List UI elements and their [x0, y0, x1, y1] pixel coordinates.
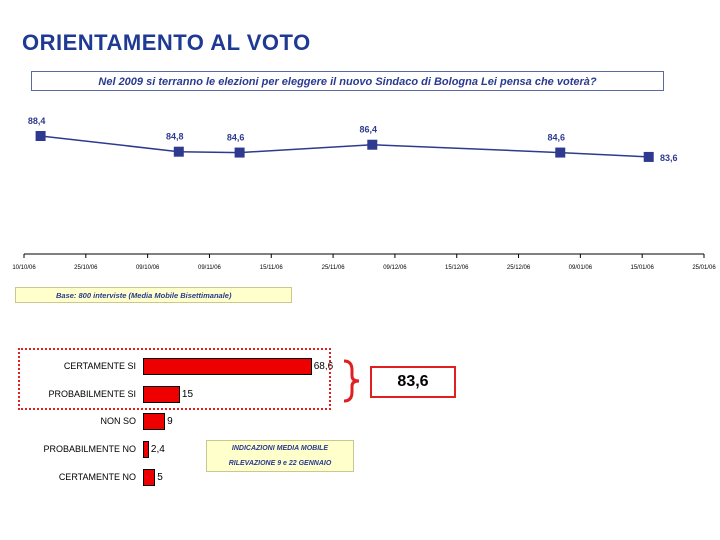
bar-value-label: 9: [167, 416, 173, 427]
bar: [143, 413, 166, 430]
bar: [143, 469, 156, 486]
x-tick-label: 15/12/06: [445, 265, 469, 271]
data-point: [173, 146, 184, 157]
data-point: [643, 151, 654, 162]
info-box: INDICAZIONI MEDIA MOBILE RILEVAZIONE 9 e…: [206, 440, 354, 472]
data-point: [35, 131, 46, 141]
bar-category-label: NON SO: [100, 416, 136, 426]
series-line: [40, 135, 649, 158]
base-note: Base: 800 interviste (Media Mobile Biset…: [15, 287, 292, 303]
bar-value-label: 15: [181, 389, 194, 400]
x-tick-label: 09/10/06: [136, 265, 160, 271]
bar-value-label: 5: [157, 472, 163, 483]
data-label: 88,4: [28, 116, 46, 126]
positive-answers-highlight: [18, 348, 331, 410]
x-tick-label: 10/10/06: [12, 265, 36, 271]
bar-category-label: PROBABILMENTE SI: [48, 389, 136, 399]
bar: [143, 358, 312, 375]
bar-category-label: PROBABILMENTE NO: [43, 444, 136, 454]
x-tick-label: 15/11/06: [260, 265, 284, 271]
line-chart: 10/10/06 25/10/06 09/10/06 09/11/06 15/11/06…: [12, 116, 716, 271]
x-tick-label: 25/01/06: [692, 265, 716, 271]
x-tick-label: 15/01/06: [631, 265, 655, 271]
question-box: Nel 2009 si terranno le elezioni per ele…: [31, 71, 664, 91]
data-point: [234, 147, 245, 158]
data-point: [555, 147, 566, 158]
x-tick-label: 09/01/06: [569, 265, 593, 271]
data-label: 84,8: [166, 132, 184, 142]
result-box: 83,6: [370, 366, 456, 398]
bar: [143, 386, 180, 403]
bar-value-label: 2,4: [150, 444, 165, 455]
bar-value-label: 68,6: [313, 361, 334, 372]
bar-category-label: CERTAMENTE SI: [63, 361, 136, 371]
bar-category-label: CERTAMENTE NO: [58, 472, 136, 482]
data-label: 84,6: [547, 133, 565, 143]
x-tick-label: 25/10/06: [74, 265, 98, 271]
x-tick-label: 09/11/06: [198, 265, 222, 271]
data-point: [367, 139, 378, 150]
info-line-1: INDICAZIONI MEDIA MOBILE: [231, 445, 329, 452]
x-tick-label: 25/11/06: [322, 265, 346, 271]
data-label: 86,4: [360, 125, 378, 135]
data-label: 84,6: [227, 133, 245, 143]
bar: [143, 441, 149, 458]
x-tick-label: 09/12/06: [383, 265, 407, 271]
page-title: ORIENTAMENTO AL VOTO: [22, 30, 311, 55]
info-line-2: RILEVAZIONE 9 e 22 GENNAIO: [228, 460, 332, 467]
x-tick-label: 25/12/06: [507, 265, 531, 271]
brace-icon: [343, 359, 360, 403]
data-label: 83,6: [660, 153, 678, 163]
